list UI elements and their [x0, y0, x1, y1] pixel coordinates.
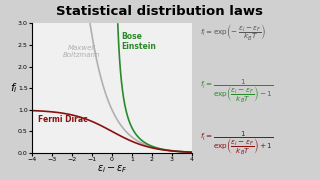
Text: $f_i = \dfrac{1}{\exp\!\left(\dfrac{\varepsilon_i - \varepsilon_F}{k_B T}\right): $f_i = \dfrac{1}{\exp\!\left(\dfrac{\var… [200, 130, 273, 157]
Text: Fermi Dirac: Fermi Dirac [38, 115, 88, 124]
Text: $f_i = \dfrac{1}{\exp\!\left(\dfrac{\varepsilon_i - \varepsilon_F}{k_B T}\right): $f_i = \dfrac{1}{\exp\!\left(\dfrac{\var… [200, 77, 273, 105]
Text: Bose
Einstein: Bose Einstein [121, 32, 156, 51]
Text: Maxwell
Boltzmann: Maxwell Boltzmann [63, 45, 101, 58]
Text: Statistical distribution laws: Statistical distribution laws [57, 5, 263, 18]
X-axis label: $\varepsilon_i - \varepsilon_F$: $\varepsilon_i - \varepsilon_F$ [97, 164, 127, 175]
Y-axis label: $f_i$: $f_i$ [10, 81, 18, 95]
Text: $f_i = \exp\!\left(-\,\dfrac{\varepsilon_i - \varepsilon_F}{k_B T}\right)$: $f_i = \exp\!\left(-\,\dfrac{\varepsilon… [200, 22, 266, 42]
